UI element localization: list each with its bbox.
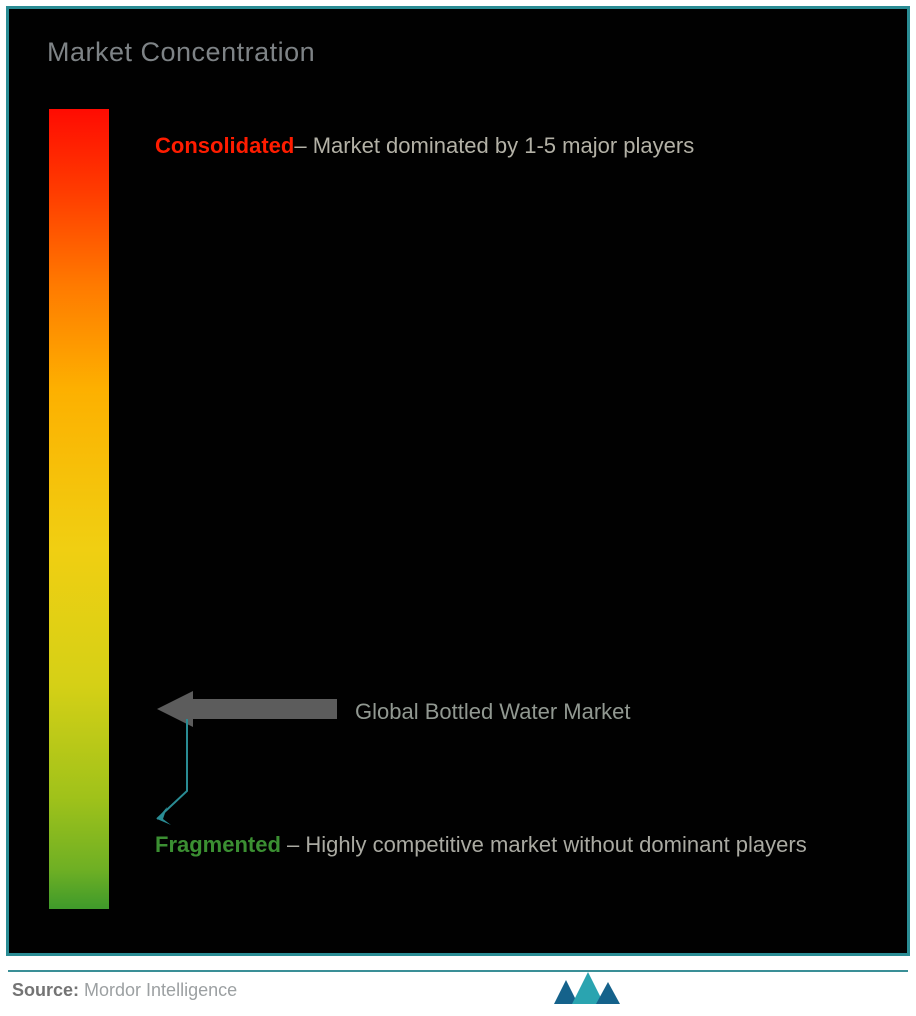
consolidated-desc: – Market dominated by 1-5 major players [294,133,694,158]
fragmented-desc: – Highly competitive market without domi… [281,832,807,857]
source-value: Mordor Intelligence [79,980,237,1000]
consolidated-term: Consolidated [155,133,294,158]
arrow-head [157,691,337,727]
fragmented-term: Fragmented [155,832,281,857]
market-pointer-label: Global Bottled Water Market [355,699,631,725]
fragmented-label-line: Fragmented – Highly competitive market w… [155,821,855,869]
consolidated-label-line: Consolidated– Market dominated by 1-5 ma… [155,133,694,159]
mordor-logo-icon [552,970,622,1008]
pointer-arrow [149,685,349,825]
concentration-gradient-bar [49,109,109,909]
source-label: Source: [12,980,79,1000]
footer-divider [8,970,908,972]
chart-frame: Market Concentration Consolidated– Marke… [6,6,910,956]
chart-title: Market Concentration [47,37,315,68]
source-attribution: Source: Mordor Intelligence [12,980,237,1001]
footer: Source: Mordor Intelligence [0,970,916,1010]
connector-line [157,719,187,819]
